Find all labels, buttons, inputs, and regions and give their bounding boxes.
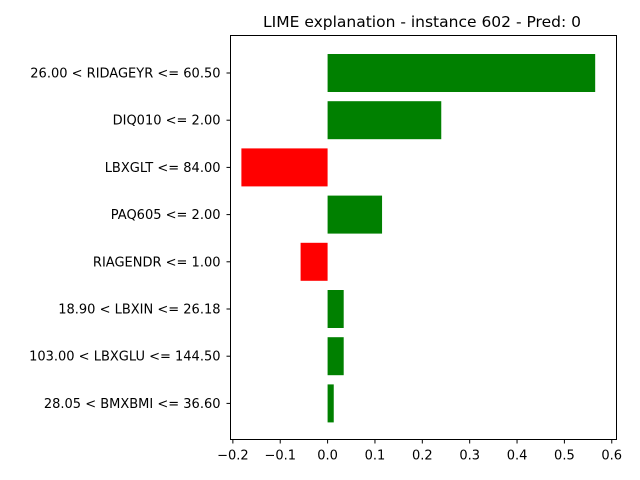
y-tick-label: PAQ605 <= 2.00 [111, 208, 221, 223]
x-axis-ticks: −0.2 −0.1 0.0 0.1 0.2 0.3 0.4 0.5 0.6 [217, 439, 622, 464]
bar-0 [327, 54, 596, 92]
x-tick-label: 0.6 [601, 449, 622, 464]
bar-5 [327, 290, 344, 328]
x-tick-label: 0.1 [365, 449, 386, 464]
bar-2 [241, 148, 328, 187]
y-tick-label: DIQ010 <= 2.00 [113, 114, 221, 129]
bar-6 [327, 337, 344, 376]
bar-7 [327, 384, 334, 423]
x-tick-label: 0.0 [317, 449, 338, 464]
plot-frame [230, 35, 617, 440]
y-tick-label: RIAGENDR <= 1.00 [93, 255, 221, 270]
y-tick-label: 26.00 < RIDAGEYR <= 60.50 [30, 67, 220, 82]
y-tick-label: 28.05 < BMXBMI <= 36.60 [44, 397, 221, 412]
chart-title: LIME explanation - instance 602 - Pred: … [263, 13, 581, 31]
bar-3 [327, 195, 383, 234]
x-tick-label: 0.3 [459, 449, 480, 464]
y-tick-label: LBXGLT <= 84.00 [105, 161, 221, 176]
y-tick-label: 103.00 < LBXGLU <= 144.50 [29, 350, 220, 365]
x-tick-label: 0.4 [507, 449, 528, 464]
x-tick-label: −0.2 [217, 449, 249, 464]
y-tick-label: 18.90 < LBXIN <= 26.18 [58, 303, 220, 318]
x-tick-label: 0.2 [412, 449, 433, 464]
x-tick-label: −0.1 [264, 449, 296, 464]
bars-group [241, 54, 596, 423]
x-tick-label: 0.5 [554, 449, 575, 464]
bar-4 [300, 242, 328, 281]
bar-1 [327, 101, 442, 140]
y-axis-ticks: 26.00 < RIDAGEYR <= 60.50 DIQ010 <= 2.00 L… [29, 67, 231, 412]
